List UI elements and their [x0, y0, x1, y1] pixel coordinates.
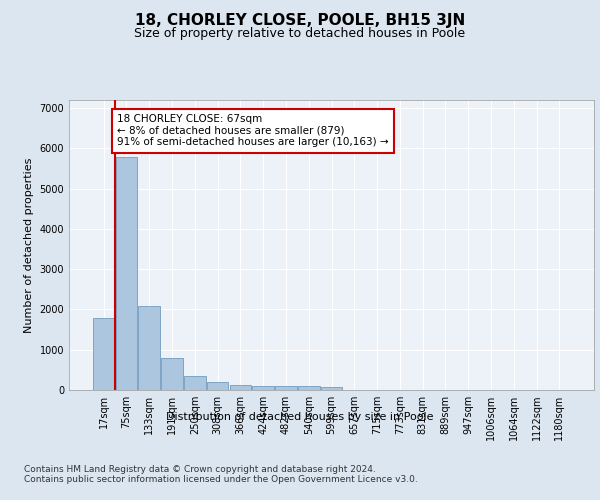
Bar — [139, 306, 160, 390]
Text: 18 CHORLEY CLOSE: 67sqm
← 8% of detached houses are smaller (879)
91% of semi-de: 18 CHORLEY CLOSE: 67sqm ← 8% of detached… — [118, 114, 389, 148]
Bar — [207, 382, 229, 390]
Bar — [275, 386, 297, 390]
Text: Distribution of detached houses by size in Poole: Distribution of detached houses by size … — [166, 412, 434, 422]
Bar — [320, 386, 343, 390]
Bar — [184, 376, 206, 390]
Text: Contains HM Land Registry data © Crown copyright and database right 2024.
Contai: Contains HM Land Registry data © Crown c… — [24, 465, 418, 484]
Bar — [93, 318, 115, 390]
Bar — [116, 157, 137, 390]
Text: 18, CHORLEY CLOSE, POOLE, BH15 3JN: 18, CHORLEY CLOSE, POOLE, BH15 3JN — [135, 12, 465, 28]
Bar — [298, 386, 320, 390]
Bar — [253, 386, 274, 390]
Bar — [230, 385, 251, 390]
Y-axis label: Number of detached properties: Number of detached properties — [24, 158, 34, 332]
Text: Size of property relative to detached houses in Poole: Size of property relative to detached ho… — [134, 28, 466, 40]
Bar — [161, 358, 183, 390]
